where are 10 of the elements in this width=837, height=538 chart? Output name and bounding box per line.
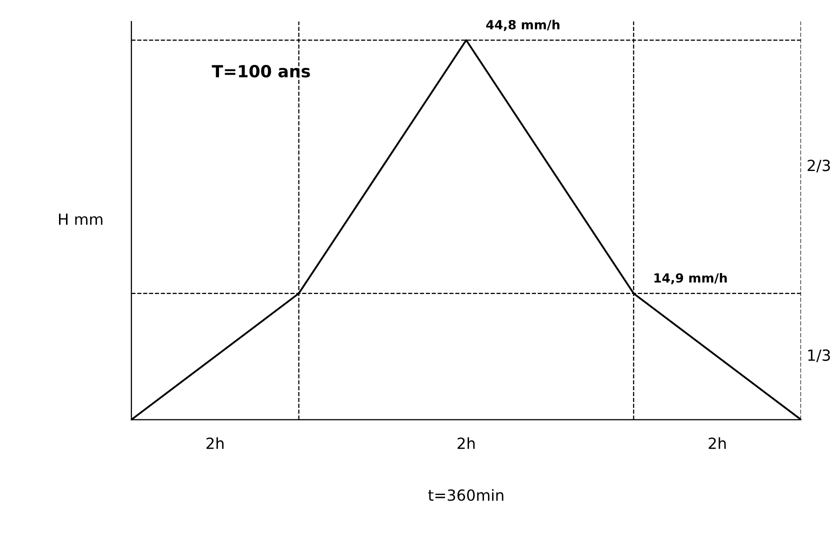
text: 2h [708,437,726,449]
y-axis-title: H mm [59,214,102,225]
text: T=100 ans [212,64,310,78]
data-label: 44,8 mm/h [486,20,560,31]
text: 2/3 [808,160,830,172]
text: 2h [458,437,475,449]
data-label: 14,9 mm/h [654,272,727,284]
x-axis-title: t=360min [428,489,504,501]
text: 2h [206,437,224,449]
text: 1/3 [808,349,830,362]
